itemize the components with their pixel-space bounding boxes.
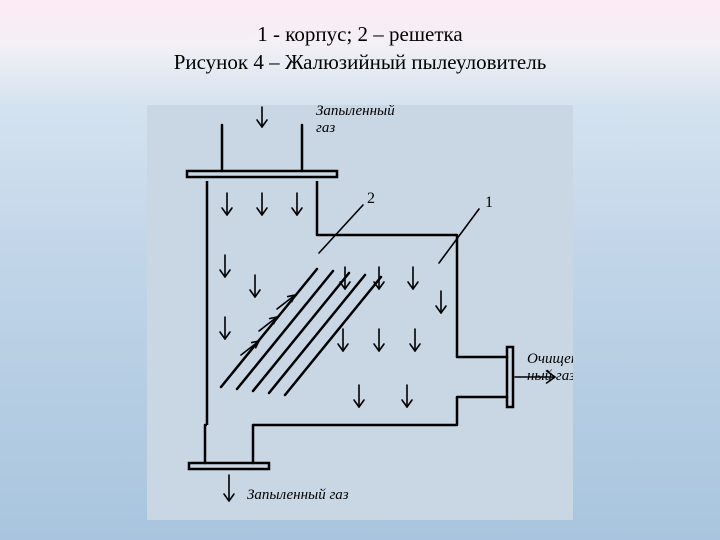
svg-text:газ: газ <box>316 120 335 136</box>
svg-text:1: 1 <box>485 194 493 211</box>
diagram-figure: Запыленныйгаз Очищен-ный газ Запыленный га… <box>147 105 573 520</box>
title-line1: 1 - корпус; 2 – решетка <box>257 22 462 46</box>
title-line2: Рисунок 4 – Жалюзийный пылеуловитель <box>174 50 547 74</box>
svg-text:ный газ: ный газ <box>527 368 573 384</box>
svg-text:Запыленный: Запыленный <box>316 105 395 119</box>
figure-title: 1 - корпус; 2 – решетка Рисунок 4 – Жалю… <box>0 20 720 77</box>
svg-text:2: 2 <box>367 190 375 207</box>
svg-text:Запыленный газ: Запыленный газ <box>247 487 349 503</box>
svg-text:Очищен-: Очищен- <box>527 351 573 367</box>
